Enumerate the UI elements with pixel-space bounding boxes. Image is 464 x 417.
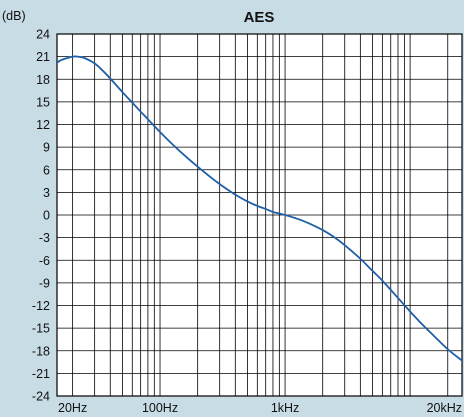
y-tick-label: 0 — [43, 209, 50, 223]
y-tick-label: -18 — [32, 344, 50, 358]
y-tick-label: 6 — [43, 163, 50, 177]
x-tick-labels: 20Hz 100Hz 1kHz 20kHz — [58, 401, 462, 415]
y-tick-label: 18 — [36, 73, 50, 87]
y-tick-label: -12 — [32, 299, 50, 313]
y-tick-label: -3 — [39, 231, 50, 245]
x-tick-label: 100Hz — [142, 401, 178, 415]
y-tick-labels: 24 21 18 15 12 9 6 3 0 -3 -6 -9 -12 -15 -18 -21 -24 — [32, 28, 50, 404]
y-axis-unit-label: (dB) — [2, 9, 26, 23]
y-tick-label: 15 — [36, 95, 50, 109]
plot-frame — [56, 33, 463, 397]
y-tick-label: -24 — [32, 390, 50, 404]
y-tick-label: 24 — [36, 28, 50, 42]
y-tick-label: 12 — [36, 118, 50, 132]
grid-layer — [57, 33, 462, 397]
y-tick-label: -9 — [39, 276, 50, 290]
x-tick-label: 20Hz — [58, 401, 87, 415]
y-tick-label: 21 — [36, 50, 50, 64]
aes-curve — [57, 55, 462, 362]
y-tick-label: -6 — [39, 254, 50, 268]
y-tick-label: 9 — [43, 141, 50, 155]
x-tick-label: 1kHz — [271, 401, 299, 415]
chart-title: AES — [244, 9, 275, 26]
curve-layer — [57, 55, 462, 362]
y-tick-label: -15 — [32, 322, 50, 336]
y-tick-label: 3 — [43, 186, 50, 200]
x-tick-label: 20kHz — [427, 401, 462, 415]
y-tick-label: -21 — [32, 367, 50, 381]
